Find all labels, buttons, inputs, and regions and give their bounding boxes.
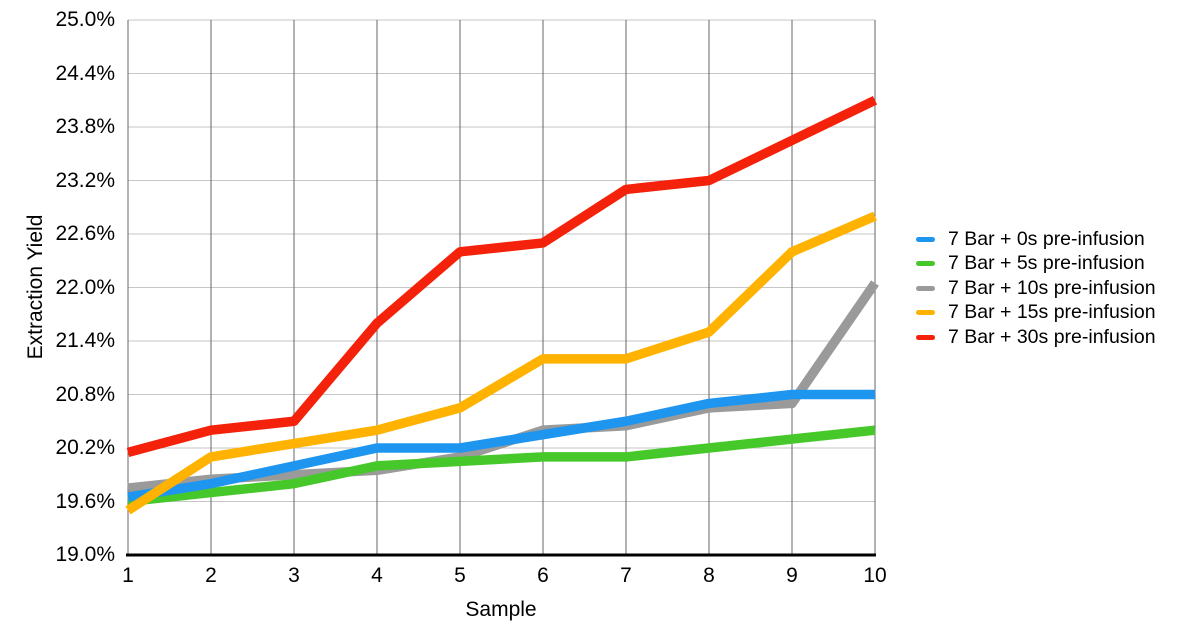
legend-label: 7 Bar + 10s pre-infusion xyxy=(948,276,1156,299)
x-tick-label: 5 xyxy=(454,564,466,587)
legend-swatch-icon xyxy=(916,334,935,340)
y-tick-label: 22.6% xyxy=(55,222,115,245)
y-tick-label: 23.8% xyxy=(55,115,115,138)
x-tick-label: 2 xyxy=(205,564,217,587)
series-line-7-bar-0s-pre-infusion xyxy=(127,389,875,502)
series-line-7-bar-15s-pre-infusion xyxy=(125,211,877,515)
legend-item: 7 Bar + 5s pre-infusion xyxy=(916,252,1156,277)
series-line-7-bar-5s-pre-infusion xyxy=(127,425,876,507)
legend-label: 7 Bar + 15s pre-infusion xyxy=(948,301,1156,324)
y-tick-label: 19.6% xyxy=(55,489,115,513)
legend-swatch-icon xyxy=(916,310,935,316)
legend-swatch-icon xyxy=(916,236,935,242)
legend-item: 7 Bar + 10s pre-infusion xyxy=(916,276,1156,301)
legend-swatch-icon xyxy=(916,285,935,291)
x-axis-title: Sample xyxy=(465,598,537,621)
legend-label: 7 Bar + 0s pre-infusion xyxy=(948,227,1145,250)
legend-swatch-icon xyxy=(916,261,935,267)
series-line-7-bar-30s-pre-infusion xyxy=(126,95,878,458)
y-tick-label: 25.0% xyxy=(55,8,115,31)
x-tick-label: 1 xyxy=(122,564,134,587)
x-tick-label: 6 xyxy=(537,564,549,587)
y-tick-label: 21.4% xyxy=(55,329,115,352)
x-tick-label: 9 xyxy=(786,564,798,587)
legend-label: 7 Bar + 30s pre-infusion xyxy=(948,325,1156,348)
x-tick-label: 8 xyxy=(703,564,715,587)
legend-item: 7 Bar + 30s pre-infusion xyxy=(916,325,1156,350)
chart-legend: 7 Bar + 0s pre-infusion 7 Bar + 5s pre-in… xyxy=(916,227,1156,350)
x-tick-label: 3 xyxy=(288,564,300,587)
y-tick-label: 19.0% xyxy=(55,543,115,566)
x-tick-label: 7 xyxy=(620,564,632,587)
y-tick-label: 20.8% xyxy=(55,382,115,406)
y-tick-label: 23.2% xyxy=(55,168,115,192)
y-tick-label: 24.4% xyxy=(55,61,115,85)
y-tick-label: 20.2% xyxy=(55,436,115,459)
legend-item: 7 Bar + 15s pre-infusion xyxy=(916,301,1156,326)
x-tick-label: 4 xyxy=(371,564,383,587)
legend-label: 7 Bar + 5s pre-infusion xyxy=(948,252,1145,275)
x-tick-label: 10 xyxy=(863,564,887,587)
y-tick-label: 22.0% xyxy=(55,275,115,299)
legend-item: 7 Bar + 0s pre-infusion xyxy=(916,227,1156,252)
